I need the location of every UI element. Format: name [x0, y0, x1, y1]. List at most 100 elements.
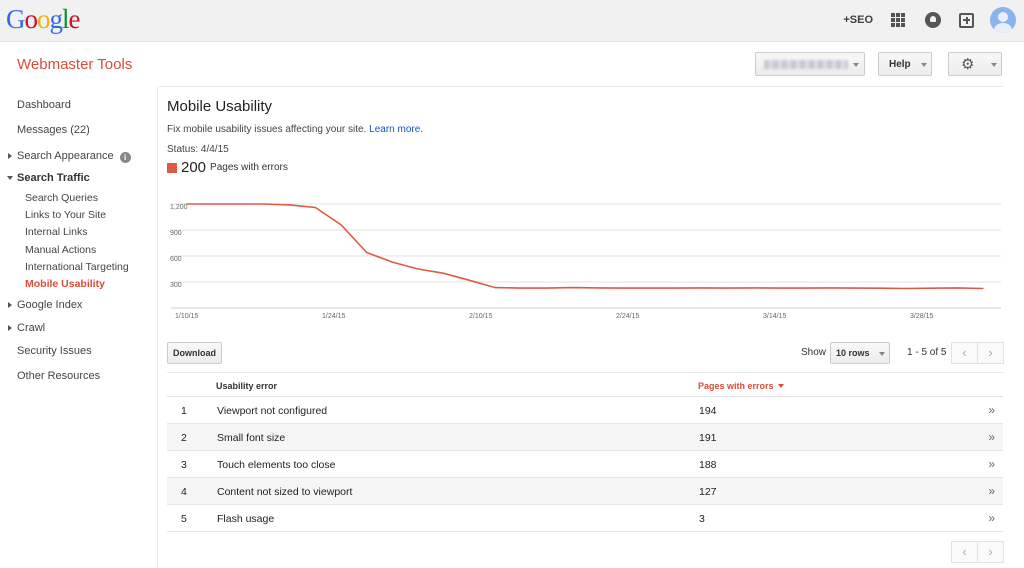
google-logo[interactable]: Google: [6, 4, 80, 35]
logo-letter-g: G: [6, 4, 25, 34]
data-point: [777, 287, 779, 289]
previous-page-button-bottom[interactable]: ‹: [951, 541, 978, 563]
data-point: [417, 268, 419, 270]
x-tick-label: 1/10/15: [175, 313, 198, 320]
data-point: [571, 287, 573, 289]
data-point: [289, 204, 291, 206]
table-row[interactable]: 5 Flash usage 3 »: [167, 505, 1003, 532]
header-divider: [158, 86, 1004, 87]
data-point: [597, 287, 599, 289]
expand-arrow-icon: [8, 302, 12, 308]
sidebar-item-manual-actions[interactable]: Manual Actions: [0, 244, 157, 256]
app-title[interactable]: Webmaster Tools: [17, 56, 133, 73]
row-details-icon[interactable]: »: [988, 430, 995, 444]
avatar[interactable]: [990, 7, 1016, 33]
legend-swatch: [167, 162, 177, 173]
data-point: [956, 287, 958, 289]
collapse-arrow-icon: [7, 176, 13, 180]
sidebar-item-other-resources[interactable]: Other Resources: [0, 370, 157, 382]
table-row[interactable]: 2 Small font size 191 »: [167, 424, 1003, 451]
site-name-redacted: [764, 60, 848, 69]
table-header: Usability error Pages with errors: [167, 372, 1003, 397]
sidebar-item-mobile-usability[interactable]: Mobile Usability: [0, 278, 157, 290]
row-pages: 188: [699, 459, 717, 471]
settings-button[interactable]: ⚙: [948, 52, 1002, 76]
plus-profile-link[interactable]: +SEO: [843, 14, 873, 26]
sidebar-item-international-targeting[interactable]: International Targeting: [0, 261, 157, 273]
logo-letter-o1: o: [24, 4, 38, 34]
sort-descending-icon: [777, 384, 784, 388]
row-error: Small font size: [217, 432, 286, 444]
legend-total: 200: [181, 159, 207, 176]
x-tick-label: 2/24/15: [616, 313, 639, 320]
row-index: 5: [181, 513, 187, 525]
status-date: Status: 4/4/15: [167, 144, 229, 155]
data-point: [674, 287, 676, 289]
series-line: [187, 203, 984, 290]
sidebar-item-search-traffic[interactable]: Search Traffic: [0, 172, 157, 184]
next-page-button[interactable]: ›: [977, 342, 1004, 364]
apps-icon[interactable]: [891, 13, 905, 27]
data-point: [391, 261, 393, 263]
sidebar-item-label: Search Queries: [25, 192, 98, 204]
table-row[interactable]: 1 Viewport not configured 194 »: [167, 397, 1003, 424]
sidebar-item-internal-links[interactable]: Internal Links: [0, 226, 157, 238]
sidebar-item-crawl[interactable]: Crawl: [0, 322, 157, 334]
table-row[interactable]: 3 Touch elements too close 188 »: [167, 451, 1003, 478]
table-row[interactable]: 4 Content not sized to viewport 127 »: [167, 478, 1003, 505]
chevron-down-icon: [853, 63, 859, 67]
sidebar-item-label: Search Traffic: [17, 172, 90, 184]
y-tick-label: 900: [170, 230, 182, 237]
row-details-icon[interactable]: »: [988, 403, 995, 417]
sidebar-item-security-issues[interactable]: Security Issues: [0, 345, 157, 357]
sidebar-item-search-appearance[interactable]: Search Appearance i: [0, 150, 157, 163]
y-tick-label: 1,200: [170, 204, 188, 211]
share-icon[interactable]: [959, 12, 974, 28]
sidebar-item-label: Messages (22): [17, 124, 90, 136]
sidebar-item-messages[interactable]: Messages (22): [0, 124, 157, 136]
help-button[interactable]: Help: [878, 52, 932, 76]
next-page-button-bottom[interactable]: ›: [977, 541, 1004, 563]
row-index: 2: [181, 432, 187, 444]
column-header-pages-with-errors[interactable]: Pages with errors: [698, 381, 784, 391]
data-point: [854, 287, 856, 289]
rows-per-page-select[interactable]: 10 rows: [830, 342, 890, 364]
notifications-icon[interactable]: [925, 12, 941, 28]
x-tick-label: 3/14/15: [763, 313, 786, 320]
y-tick-label: 600: [170, 256, 182, 263]
description-text: Fix mobile usability issues affecting yo…: [167, 124, 367, 135]
row-error: Content not sized to viewport: [217, 486, 353, 498]
data-point: [622, 287, 625, 289]
column-header-usability-error[interactable]: Usability error: [216, 381, 278, 391]
learn-more-link[interactable]: Learn more.: [369, 124, 424, 135]
x-tick-label: 2/10/15: [469, 313, 492, 320]
sidebar-item-label: International Targeting: [25, 261, 129, 273]
row-index: 4: [181, 486, 187, 498]
sidebar-item-google-index[interactable]: Google Index: [0, 299, 157, 311]
top-bar: Google +SEO: [0, 0, 1024, 42]
sidebar-item-search-queries[interactable]: Search Queries: [0, 192, 157, 204]
usability-errors-table: Usability error Pages with errors 1 View…: [167, 372, 1003, 532]
data-point: [186, 203, 188, 205]
rows-per-page-value: 10 rows: [836, 348, 870, 358]
data-point: [237, 203, 239, 205]
sidebar-item-links-to-your-site[interactable]: Links to Your Site: [0, 209, 157, 221]
column-header-label: Pages with errors: [698, 381, 774, 391]
info-icon[interactable]: i: [119, 152, 131, 163]
data-point: [263, 203, 265, 205]
download-button[interactable]: Download: [167, 342, 222, 364]
sidebar-item-dashboard[interactable]: Dashboard: [0, 99, 157, 111]
page-title: Mobile Usability: [167, 98, 273, 115]
data-point: [648, 287, 650, 289]
previous-page-button[interactable]: ‹: [951, 342, 978, 364]
app-header: Webmaster Tools Help ⚙: [0, 42, 1024, 87]
show-rows-label: Show: [801, 347, 827, 358]
row-details-icon[interactable]: »: [988, 484, 995, 498]
sidebar-item-label: Google Index: [17, 299, 83, 311]
data-point: [931, 287, 933, 289]
row-details-icon[interactable]: »: [988, 511, 995, 525]
row-details-icon[interactable]: »: [988, 457, 995, 471]
site-selector[interactable]: [755, 52, 865, 76]
data-point: [725, 287, 727, 289]
errors-line-chart[interactable]: 300 600 900 1,200 1/10/15 1/24/15 2/10/15 2/24/…: [167, 190, 1007, 326]
